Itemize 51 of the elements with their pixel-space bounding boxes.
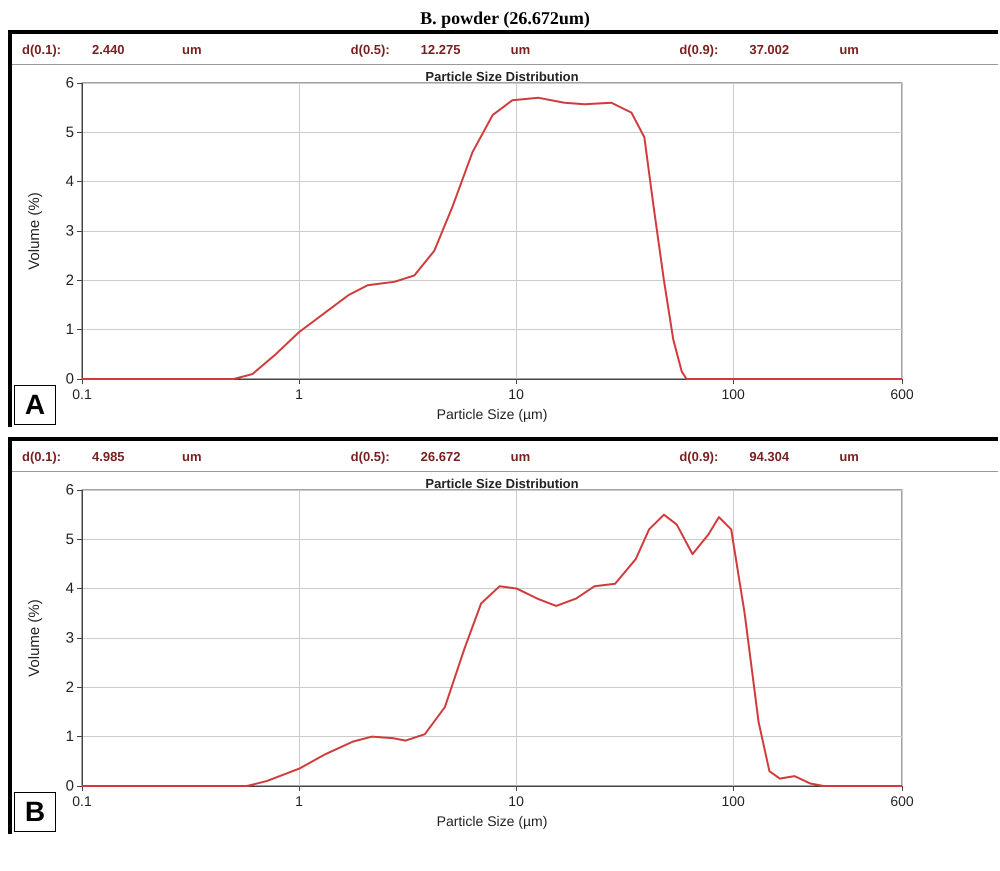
y-tick-label: 5 (66, 124, 74, 141)
y-tick-label: 1 (66, 728, 74, 746)
text: 37.002 (749, 42, 790, 56)
y-tick-label: 3 (66, 222, 74, 240)
text: d(0.1): (22, 42, 62, 56)
y-tick-label: 4 (66, 580, 74, 598)
text: um (510, 448, 532, 464)
y-tick-label: 1 (66, 321, 74, 338)
y-axis-title: Volume (%) (26, 192, 43, 270)
text: um (839, 42, 860, 56)
text: 26.672 (420, 448, 462, 464)
chart-title: Particle Size Distribution (425, 476, 579, 491)
y-tick-label: 6 (66, 74, 74, 92)
x-axis-title: Particle Size (µm) (436, 406, 548, 422)
x-tick-label: 0.1 (72, 793, 92, 809)
text: 12.275 (420, 42, 462, 56)
text: 4.985 (92, 448, 126, 464)
text: d(0.9): (679, 42, 720, 56)
text: um (182, 448, 202, 464)
text: um (839, 448, 860, 464)
x-tick-label: 10 (508, 386, 524, 402)
x-tick-label: 1 (295, 386, 304, 402)
y-axis-title: Volume (%) (26, 599, 43, 677)
text: um (510, 42, 532, 56)
x-axis-title: Particle Size (µm) (436, 813, 548, 829)
x-tick-label: 0.1 (72, 386, 92, 402)
text: d(0.9): (679, 448, 720, 464)
y-tick-label: 0 (66, 370, 74, 388)
text: um (182, 42, 202, 56)
text: B. powder (26.672um) (419, 8, 591, 29)
text: d(0.5): (350, 448, 391, 464)
text: d(0.1): (22, 448, 62, 464)
text: d(0.5): (350, 42, 391, 56)
x-tick-label: 600 (890, 386, 914, 402)
y-tick-label: 3 (66, 630, 74, 646)
y-tick-label: 2 (66, 272, 74, 289)
y-tick-label: 0 (66, 778, 74, 794)
text: 94.304 (749, 448, 790, 464)
x-tick-label: 100 (721, 386, 746, 402)
y-tick-label: 2 (66, 678, 74, 696)
text: B (14, 792, 56, 832)
x-tick-label: 1 (295, 793, 304, 809)
chart-title: Particle Size Distribution (425, 69, 579, 84)
x-tick-label: 100 (721, 793, 746, 809)
y-tick-label: 6 (66, 482, 74, 498)
y-tick-label: 4 (66, 173, 74, 190)
x-tick-label: 10 (508, 793, 524, 809)
text: A (14, 385, 56, 425)
y-tick-label: 5 (66, 530, 74, 548)
x-tick-label: 600 (890, 793, 914, 809)
text: 2.440 (92, 42, 126, 56)
